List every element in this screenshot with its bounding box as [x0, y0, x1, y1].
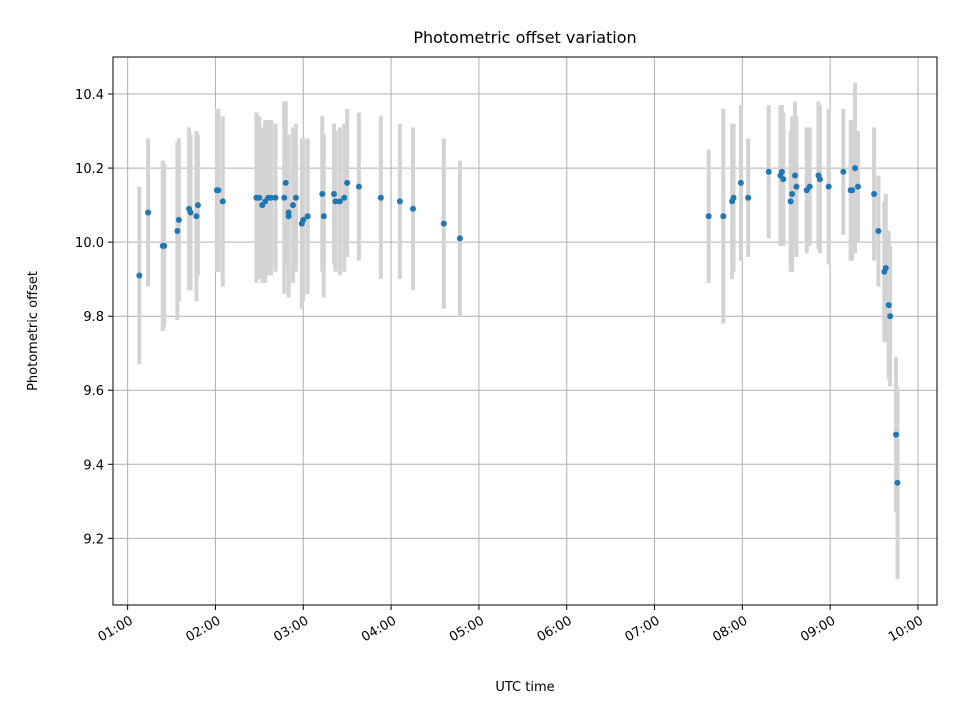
- x-tick-label: 09:00: [798, 613, 838, 645]
- data-point: [161, 242, 168, 249]
- data-point: [332, 198, 339, 205]
- x-tick-label: 07:00: [623, 613, 663, 645]
- data-point: [292, 194, 299, 201]
- x-tick-label: 01:00: [96, 613, 136, 645]
- y-ticks: 9.2 9.4 9.6 9.8 10.0 10.2 10.4: [75, 88, 113, 547]
- data-points: [136, 165, 901, 486]
- x-tick-label: 06:00: [535, 613, 575, 645]
- x-ticks: 01:00 02:00 03:00 04:00 05:00 06:00 07:00 08:00…: [96, 605, 926, 645]
- data-point: [282, 179, 289, 186]
- data-point: [331, 191, 338, 197]
- data-point: [440, 220, 447, 227]
- data-point: [377, 194, 384, 201]
- data-point: [219, 198, 226, 205]
- data-point: [737, 179, 744, 186]
- data-point: [456, 235, 463, 242]
- data-point: [341, 194, 348, 201]
- error-bars: [137, 82, 900, 580]
- x-tick-label: 10:00: [886, 613, 926, 645]
- data-point: [410, 205, 417, 212]
- grid: [113, 57, 937, 605]
- data-point: [780, 176, 787, 183]
- data-point: [396, 198, 403, 205]
- data-point: [825, 183, 832, 190]
- data-point: [840, 168, 847, 175]
- x-tick-label: 03:00: [271, 613, 311, 645]
- data-point: [792, 172, 799, 179]
- data-point: [256, 194, 263, 201]
- data-point: [893, 431, 900, 438]
- x-tick-label: 04:00: [359, 613, 399, 645]
- y-tick-label: 9.6: [83, 384, 104, 399]
- data-point: [300, 216, 307, 223]
- data-point: [816, 176, 823, 183]
- data-point: [875, 228, 882, 235]
- data-point: [193, 213, 200, 220]
- data-point: [730, 194, 737, 201]
- data-point: [281, 194, 288, 201]
- data-point: [344, 179, 351, 186]
- data-point: [268, 194, 275, 201]
- data-point: [174, 228, 181, 235]
- x-axis-label: UTC time: [495, 680, 554, 695]
- data-point: [136, 272, 143, 279]
- data-point: [789, 191, 796, 197]
- y-tick-label: 9.4: [83, 458, 104, 473]
- data-point: [854, 183, 861, 190]
- data-point: [885, 302, 892, 309]
- x-tick-label: 05:00: [447, 613, 487, 645]
- data-point: [705, 213, 712, 220]
- data-point: [745, 194, 752, 201]
- y-axis-label: Photometric offset: [26, 271, 41, 391]
- data-point: [215, 187, 222, 194]
- y-tick-label: 9.8: [83, 310, 104, 325]
- data-point: [194, 202, 201, 209]
- data-point: [175, 216, 182, 223]
- data-point: [882, 265, 889, 272]
- data-point: [852, 165, 859, 172]
- data-point: [778, 168, 785, 175]
- data-point: [849, 187, 856, 194]
- data-point: [304, 213, 311, 220]
- data-point: [336, 198, 343, 205]
- y-tick-label: 10.4: [75, 88, 104, 103]
- data-point: [272, 194, 279, 201]
- data-point: [787, 198, 794, 205]
- data-point: [720, 213, 727, 220]
- data-point: [319, 191, 326, 197]
- plot-frame: [112, 56, 938, 606]
- data-point: [806, 183, 813, 190]
- data-point: [145, 209, 152, 216]
- data-point: [894, 479, 901, 486]
- data-point: [290, 202, 297, 209]
- data-point: [320, 213, 327, 220]
- x-tick-label: 02:00: [184, 613, 224, 645]
- x-tick-label: 08:00: [710, 613, 750, 645]
- data-point: [355, 183, 362, 190]
- data-point: [887, 313, 894, 320]
- chart-title: Photometric offset variation: [413, 28, 636, 47]
- y-tick-label: 10.0: [75, 236, 104, 251]
- y-tick-label: 10.2: [75, 162, 104, 177]
- data-point: [285, 209, 292, 216]
- data-point: [793, 183, 800, 190]
- data-point: [187, 209, 194, 216]
- data-point: [765, 168, 772, 175]
- y-tick-label: 9.2: [83, 532, 104, 547]
- data-point: [871, 191, 878, 197]
